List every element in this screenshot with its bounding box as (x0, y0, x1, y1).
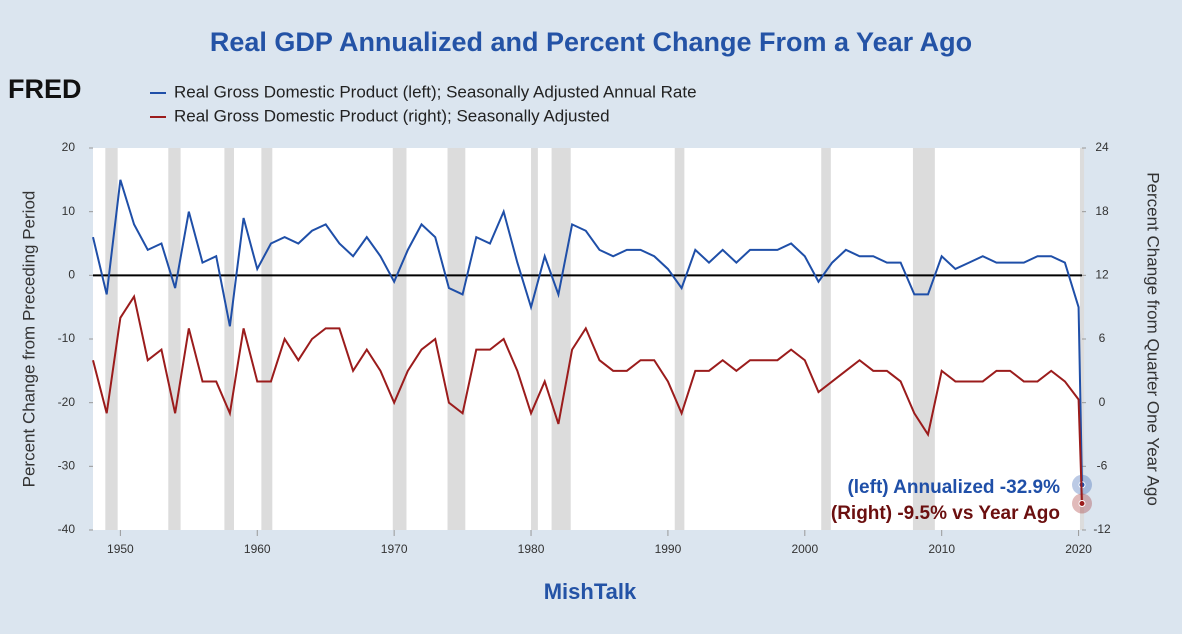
y-tick-label: 10 (62, 204, 76, 218)
recession-band (551, 148, 571, 530)
y-tick-label: 0 (68, 268, 75, 282)
y-tick-label: -40 (58, 522, 76, 536)
x-tick-label: 1970 (381, 542, 408, 556)
y2-tick-label: 6 (1099, 331, 1106, 345)
x-tick-label: 1960 (244, 542, 271, 556)
x-tick-label: 2010 (928, 542, 955, 556)
chart-title: Real GDP Annualized and Percent Change F… (210, 27, 972, 57)
recession-band (168, 148, 181, 530)
recession-band (261, 148, 273, 530)
recession-band (392, 148, 407, 530)
logo: FRED (8, 74, 82, 104)
y-tick-label: -20 (58, 395, 76, 409)
x-tick-label: 2000 (791, 542, 818, 556)
y-axis-label: Percent Change from Preceding Period (19, 191, 38, 488)
annotation: (Right) -9.5% vs Year Ago (831, 503, 1060, 524)
recession-band (105, 148, 118, 530)
recession-band (531, 148, 538, 530)
annotation: (left) Annualized -32.9% (847, 477, 1060, 498)
y2-axis-label: Percent Change from Quarter One Year Ago (1144, 172, 1163, 506)
recession-band (912, 148, 935, 530)
y2-tick-label: 24 (1095, 140, 1109, 154)
x-axis-label: MishTalk (544, 579, 637, 604)
y-tick-label: -10 (58, 331, 76, 345)
y2-tick-label: -6 (1097, 459, 1108, 473)
series-line (92, 293, 1083, 504)
y-tick-label: -30 (58, 459, 76, 473)
recession-band (447, 148, 466, 530)
y2-tick-label: -12 (1093, 522, 1111, 536)
series-line (92, 179, 1083, 485)
x-tick-label: 1980 (518, 542, 545, 556)
recession-band (674, 148, 685, 530)
x-tick-label: 1950 (107, 542, 134, 556)
recession-band (224, 148, 234, 530)
y2-tick-label: 18 (1095, 204, 1109, 218)
end-marker (1078, 499, 1086, 507)
x-tick-label: 2020 (1065, 542, 1092, 556)
recession-band (821, 148, 831, 530)
x-tick-label: 1990 (655, 542, 682, 556)
y2-tick-label: 0 (1099, 395, 1106, 409)
legend-label: Real Gross Domestic Product (left); Seas… (174, 82, 697, 101)
legend-label: Real Gross Domestic Product (right); Sea… (174, 106, 610, 125)
y-tick-label: 20 (62, 140, 76, 154)
y2-tick-label: 12 (1095, 268, 1109, 282)
